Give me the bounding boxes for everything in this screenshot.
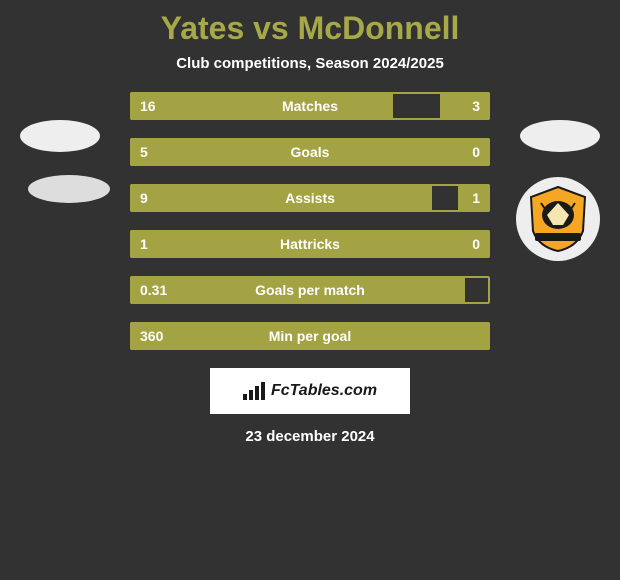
stat-value-right: 3 (472, 92, 480, 120)
stats-container: 16Matches35Goals09Assists11Hattricks00.3… (130, 92, 490, 350)
stat-value-right: 0 (472, 230, 480, 258)
player-left-badge-2 (28, 175, 110, 203)
attribution-badge: FcTables.com (210, 368, 410, 414)
stat-row: 0.31Goals per match (130, 276, 490, 304)
stat-value-right: 0 (472, 138, 480, 166)
player-right-badge-1 (520, 120, 600, 152)
stat-row: 360Min per goal (130, 322, 490, 350)
comparison-subtitle: Club competitions, Season 2024/2025 (0, 55, 620, 72)
date-label: 23 december 2024 (0, 428, 620, 445)
player-right-club-badge (516, 177, 600, 261)
stat-row: 1Hattricks0 (130, 230, 490, 258)
stat-label: Matches (130, 92, 490, 120)
comparison-title: Yates vs McDonnell (0, 0, 620, 47)
stat-row: 16Matches3 (130, 92, 490, 120)
chart-icon (243, 382, 267, 400)
stat-value-right: 1 (472, 184, 480, 212)
attribution-text: FcTables.com (271, 382, 377, 400)
stat-label: Min per goal (130, 322, 490, 350)
stat-row: 5Goals0 (130, 138, 490, 166)
club-crest-icon (527, 185, 589, 253)
stat-label: Goals (130, 138, 490, 166)
stat-label: Goals per match (130, 276, 490, 304)
stat-label: Hattricks (130, 230, 490, 258)
stat-label: Assists (130, 184, 490, 212)
stat-row: 9Assists1 (130, 184, 490, 212)
player-left-badge-1 (20, 120, 100, 152)
